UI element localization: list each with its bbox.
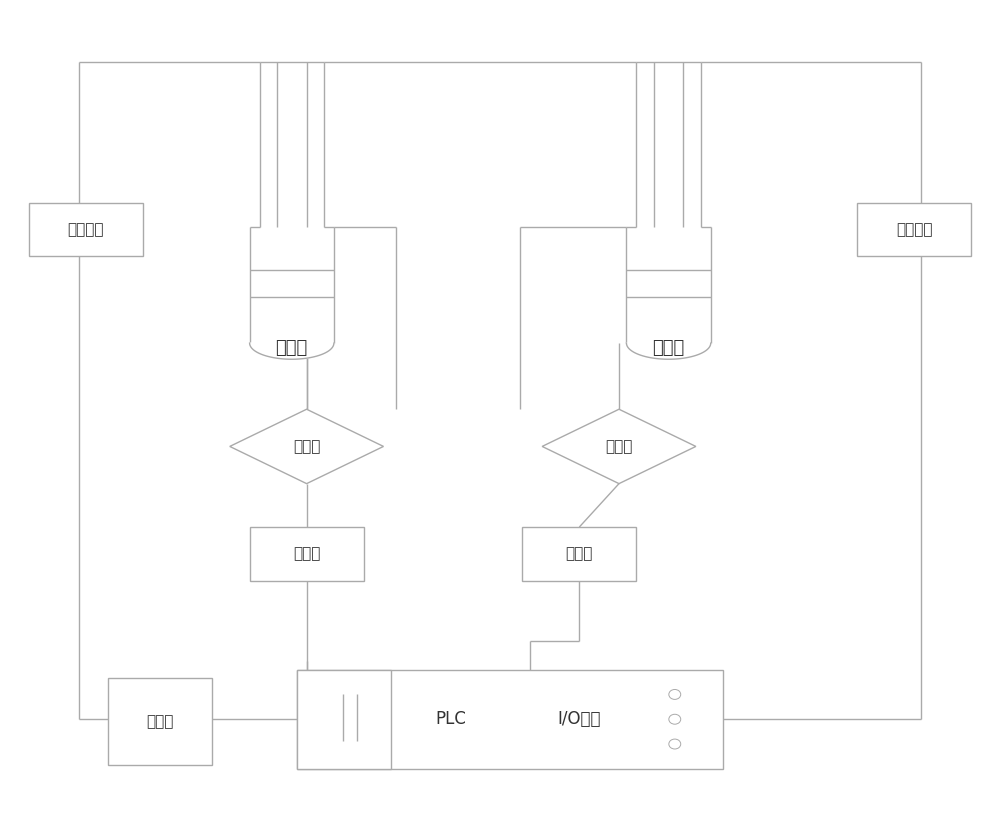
- Polygon shape: [230, 409, 383, 483]
- Polygon shape: [626, 343, 711, 359]
- FancyBboxPatch shape: [857, 203, 971, 256]
- Text: 放大板: 放大板: [293, 546, 320, 561]
- Text: I/O模块: I/O模块: [558, 711, 601, 728]
- FancyBboxPatch shape: [108, 678, 212, 765]
- FancyBboxPatch shape: [250, 527, 364, 581]
- Text: 比例阀: 比例阀: [293, 439, 320, 454]
- Text: 放大板: 放大板: [566, 546, 593, 561]
- Text: PLC: PLC: [435, 711, 466, 728]
- Text: 行程检测: 行程检测: [68, 222, 104, 237]
- Text: 右油缸: 右油缸: [652, 339, 685, 357]
- FancyBboxPatch shape: [29, 203, 143, 256]
- Text: 触摸屏: 触摸屏: [147, 714, 174, 729]
- Polygon shape: [250, 343, 334, 359]
- Text: 行程检测: 行程检测: [896, 222, 932, 237]
- Text: 左油缸: 左油缸: [276, 339, 308, 357]
- FancyBboxPatch shape: [297, 670, 391, 769]
- Polygon shape: [542, 409, 696, 483]
- FancyBboxPatch shape: [522, 527, 636, 581]
- Text: 比例阀: 比例阀: [605, 439, 633, 454]
- FancyBboxPatch shape: [297, 670, 723, 769]
